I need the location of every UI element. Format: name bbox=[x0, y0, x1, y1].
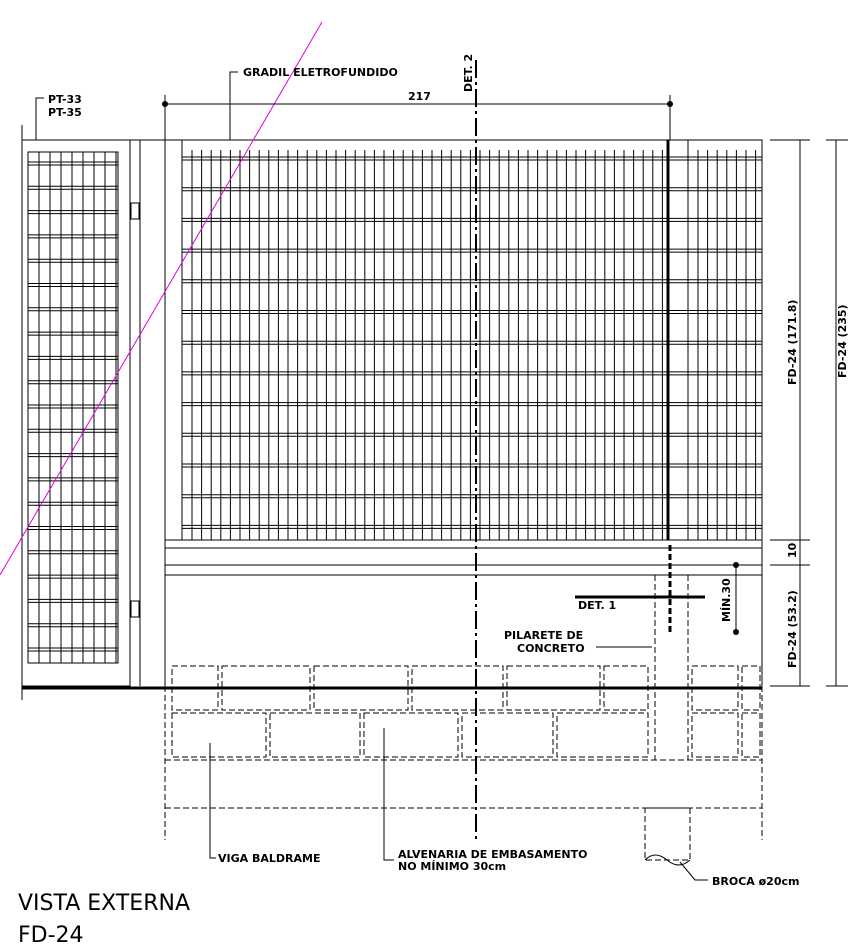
label: BROCA ø20cm bbox=[712, 875, 799, 888]
dim-text: 217 bbox=[408, 90, 431, 103]
label: DET. 2 bbox=[462, 54, 475, 92]
leader bbox=[229, 71, 238, 140]
dim-dot bbox=[733, 629, 739, 635]
dim-dot bbox=[667, 101, 673, 107]
block bbox=[741, 712, 761, 758]
leader bbox=[35, 97, 44, 140]
block bbox=[269, 712, 361, 758]
block bbox=[221, 665, 311, 711]
dim-dot bbox=[162, 101, 168, 107]
dim-dot bbox=[733, 562, 739, 568]
label: PT-33 bbox=[48, 93, 82, 106]
block bbox=[411, 665, 504, 711]
hinge bbox=[130, 600, 140, 618]
broca-cut bbox=[644, 854, 691, 866]
label: VIGA BALDRAME bbox=[218, 852, 320, 865]
broca-leader bbox=[679, 861, 708, 881]
mesh bbox=[28, 150, 762, 663]
block bbox=[691, 712, 739, 758]
block bbox=[461, 712, 554, 758]
leader bbox=[209, 743, 216, 859]
label: PT-35 bbox=[48, 106, 82, 119]
label: CONCRETO bbox=[517, 642, 585, 655]
view-title: VISTA EXTERNA bbox=[18, 891, 190, 916]
block bbox=[506, 665, 601, 711]
dim-text: MÍN.30 bbox=[720, 578, 733, 622]
block bbox=[171, 712, 267, 758]
dim-text: FD-24 (171.8) bbox=[786, 300, 799, 385]
blocks bbox=[171, 665, 761, 758]
block bbox=[556, 712, 649, 758]
block bbox=[741, 665, 761, 711]
label: DET. 1 bbox=[578, 599, 616, 612]
block bbox=[691, 665, 739, 711]
dim-text: 10 bbox=[786, 542, 799, 558]
dim-text: FD-24 (235) bbox=[836, 304, 848, 378]
dim-text: FD-24 (53.2) bbox=[786, 590, 799, 668]
label: GRADIL ELETROFUNDIDO bbox=[243, 66, 398, 79]
section-line bbox=[0, 21, 323, 576]
leader bbox=[383, 728, 394, 861]
gate-frame bbox=[21, 139, 131, 687]
block bbox=[363, 712, 459, 758]
hinge bbox=[130, 202, 140, 220]
block bbox=[313, 665, 409, 711]
panel-frame bbox=[164, 139, 763, 541]
block bbox=[603, 665, 649, 711]
view-code: FD-24 bbox=[18, 923, 84, 948]
label: ALVENARIA DE EMBASAMENTO bbox=[398, 848, 587, 861]
label: PILARETE DE bbox=[504, 629, 583, 642]
broca bbox=[644, 807, 691, 861]
block bbox=[171, 665, 219, 711]
label: NO MÍNIMO 30cm bbox=[398, 860, 506, 873]
